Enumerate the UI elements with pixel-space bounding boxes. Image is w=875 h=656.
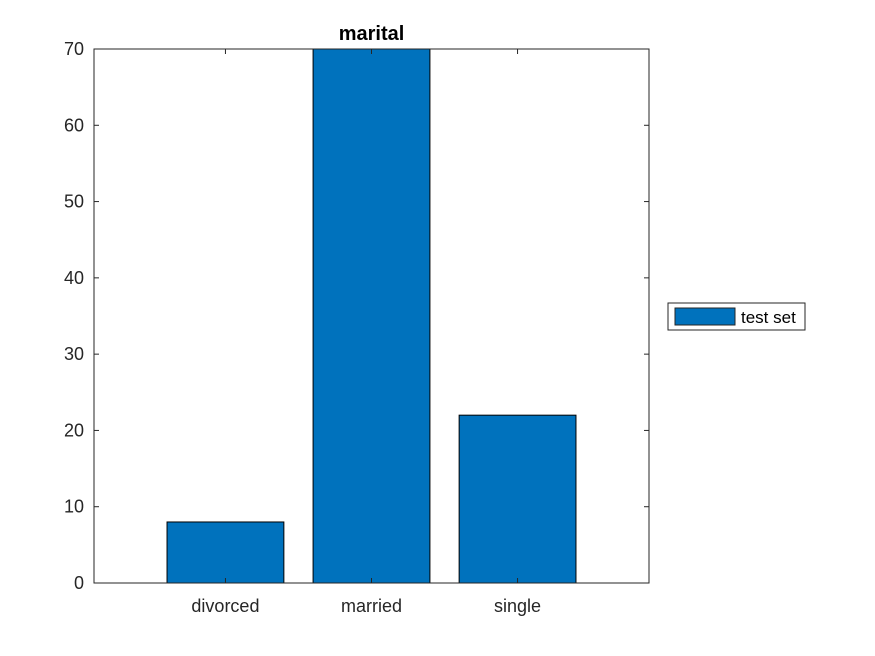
bar-single [458, 414, 577, 584]
x-tick-label-married: married [341, 596, 402, 616]
x-tick-label-divorced: divorced [191, 596, 259, 616]
y-tick-label: 60 [64, 115, 84, 135]
bars-group [166, 48, 577, 584]
y-tick-label: 0 [74, 573, 84, 593]
y-tick-label: 70 [64, 39, 84, 59]
y-tick-label: 20 [64, 420, 84, 440]
bar-married [312, 48, 431, 584]
chart-title: marital [339, 23, 405, 45]
legend-label: test set [741, 308, 796, 327]
x-axis: divorced married single [191, 49, 541, 616]
y-tick-label: 40 [64, 268, 84, 288]
bar-divorced [166, 521, 285, 584]
y-tick-label: 10 [64, 497, 84, 517]
legend: test set [667, 302, 806, 331]
y-axis: 0 10 20 30 40 50 60 70 [64, 39, 649, 593]
x-tick-label-single: single [494, 596, 541, 616]
y-tick-label: 30 [64, 344, 84, 364]
legend-swatch [674, 307, 736, 326]
y-tick-label: 50 [64, 192, 84, 212]
